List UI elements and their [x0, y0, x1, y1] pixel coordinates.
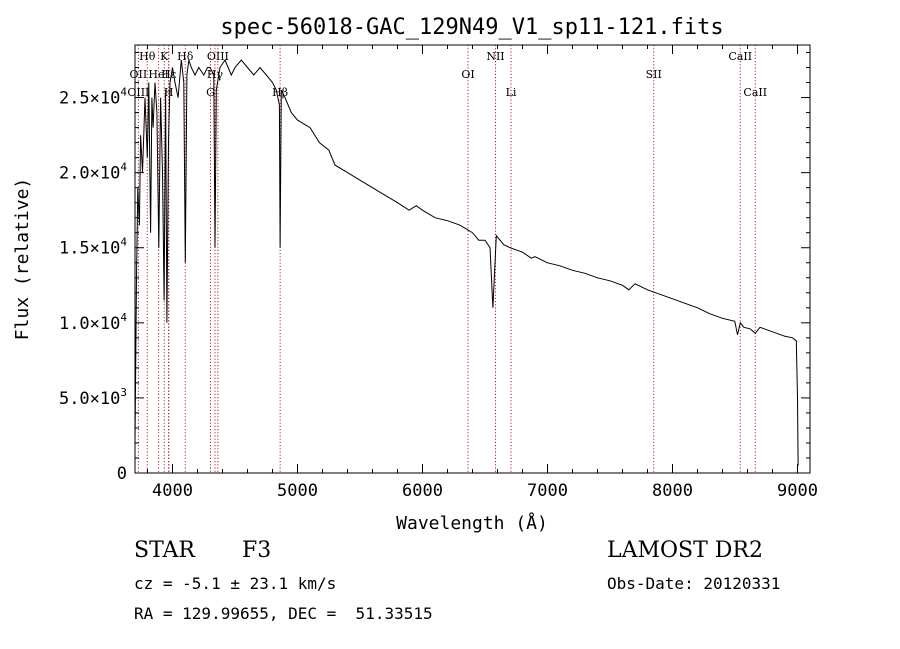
spectral-line-label: OII — [130, 68, 148, 81]
y-tick-mantissa: 5.0×10 — [59, 389, 120, 409]
spectral-line-label: NII — [486, 50, 504, 63]
x-tick-label: 6000 — [402, 481, 443, 501]
spectral-line-label: CaII — [743, 86, 767, 99]
y-tick-mantissa: 2.5×10 — [59, 89, 120, 109]
spectral-line-label: Hθ — [139, 50, 156, 63]
y-tick-exponent: 4 — [120, 86, 127, 99]
y-tick-mantissa: 2.0×10 — [59, 164, 120, 184]
spectral-line-label: CaII — [728, 50, 752, 63]
y-tick-label: 2.5×104 — [59, 86, 127, 109]
spectral-line-label: H — [164, 86, 174, 99]
observation-date: Obs-Date: 20120331 — [607, 574, 781, 593]
y-tick-mantissa: 1.5×10 — [59, 239, 120, 259]
x-tick-label: 5000 — [277, 481, 318, 501]
x-axis-label: Wavelength (Å) — [396, 512, 548, 534]
spectral-line-label: Li — [506, 86, 517, 99]
y-tick-mantissa: 0 — [117, 464, 127, 484]
y-tick-label: 2.0×104 — [59, 161, 127, 184]
x-tick-label: 8000 — [652, 481, 693, 501]
chart-title: spec-56018-GAC_129N49_V1_sp11-121.fits — [220, 15, 723, 40]
spectral-line-label: Hγ — [207, 68, 224, 81]
x-axis: 4000 5000 6000 7000 8000 9000 — [147, 45, 818, 501]
y-tick-label: 1.0×104 — [59, 311, 127, 334]
spectral-line-label: Hβ — [272, 86, 288, 99]
y-tick-exponent: 4 — [120, 161, 127, 174]
spectral-line-label: OI — [461, 68, 474, 81]
object-subclass: F3 — [242, 538, 272, 563]
y-tick-exponent: 4 — [120, 311, 127, 324]
y-tick-mantissa: 1.0×10 — [59, 314, 120, 334]
y-tick-exponent: 3 — [120, 386, 127, 399]
survey-name: LAMOST DR2 — [607, 538, 763, 563]
redshift-velocity: cz = -5.1 ± 23.1 km/s — [134, 574, 337, 593]
x-tick-label: 7000 — [527, 481, 568, 501]
x-tick-label: 9000 — [777, 481, 818, 501]
y-tick-label: 1.5×104 — [59, 236, 127, 259]
spectral-line-labels: HθOIIOIIIKHeIHHδHεGOIIIHγHβNIIOILiSIICaI… — [127, 50, 767, 99]
object-class: STAR — [134, 538, 195, 563]
spectral-line-markers — [137, 45, 756, 473]
spectral-line-label: SII — [646, 68, 662, 81]
y-axis-label: Flux (relative) — [12, 178, 33, 341]
y-tick-label: 0 — [117, 464, 127, 484]
spectral-line-label: OIII — [207, 50, 229, 63]
x-tick-label: 4000 — [152, 481, 193, 501]
spectral-line-label: G — [206, 86, 215, 99]
y-tick-label: 5.0×103 — [59, 386, 127, 409]
spectral-line-label: K — [160, 50, 169, 63]
spectral-line-label: HeI — [148, 68, 168, 81]
plot-frame — [134, 44, 811, 474]
y-tick-exponent: 4 — [120, 236, 127, 249]
spectrum-line — [134, 58, 799, 466]
coordinates: RA = 129.99655, DEC = 51.33515 — [134, 604, 433, 623]
spectral-line-label: Hδ — [177, 50, 194, 63]
spectral-line-label: OIII — [127, 86, 149, 99]
